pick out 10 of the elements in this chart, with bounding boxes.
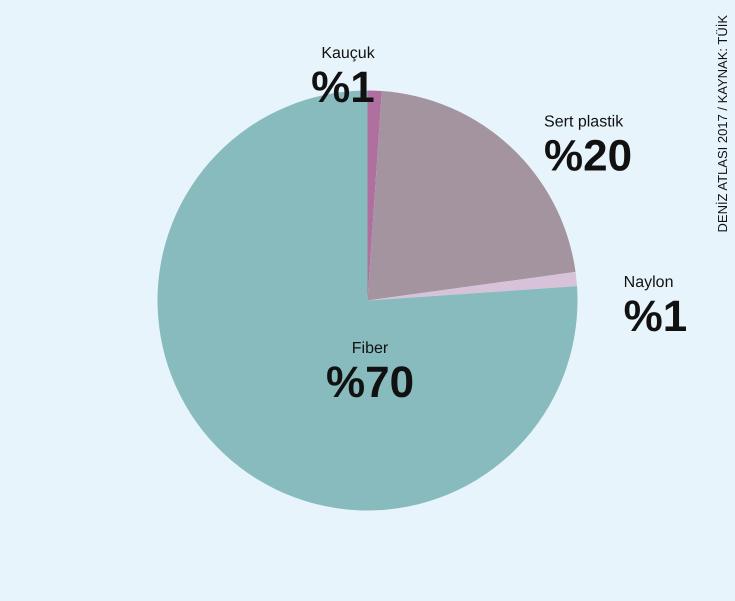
slice-label: Fiber bbox=[352, 340, 389, 357]
data-label: %1 bbox=[624, 292, 688, 341]
slice-label: Sert plastik bbox=[544, 114, 624, 131]
text: DENİZ ATLASI 2017 / KAYNAK: TÜİK bbox=[715, 14, 730, 232]
data-label: %1 bbox=[311, 63, 375, 112]
data-label: %70 bbox=[326, 358, 414, 407]
slice-label: Naylon bbox=[624, 274, 674, 291]
data-label: %20 bbox=[544, 132, 632, 181]
pie-slice bbox=[368, 272, 578, 300]
slice-label: Kauçuk bbox=[321, 45, 376, 62]
